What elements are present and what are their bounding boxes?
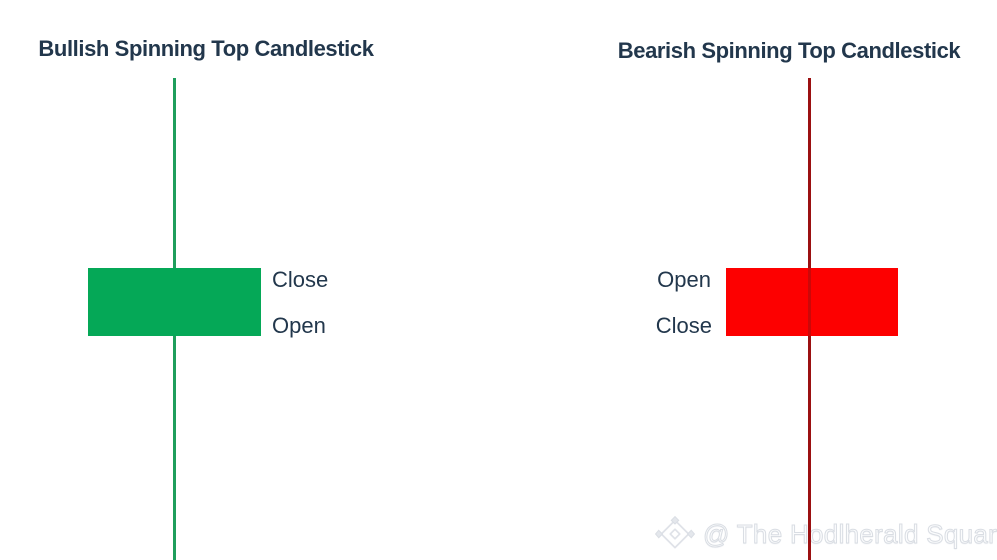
bullish-open-label: Open: [272, 313, 326, 338]
bearish-close-label: Close: [655, 313, 712, 338]
gem-diamond-icon: [654, 515, 696, 549]
watermark-text: @ The Hodlherald Squar...: [702, 518, 997, 549]
bearish-candle-wick-overlay: [808, 268, 811, 336]
bearish-panel-title: Bearish Spinning Top Candlestick: [617, 38, 961, 63]
bullish-close-label: Close: [272, 267, 329, 292]
watermark: @ The Hodlherald Squar...: [654, 513, 997, 555]
bullish-panel-title: Bullish Spinning Top Candlestick: [38, 36, 374, 61]
bullish-candle-body: [88, 268, 261, 336]
bearish-candle-body: [726, 268, 898, 336]
bearish-open-label: Open: [657, 267, 711, 292]
